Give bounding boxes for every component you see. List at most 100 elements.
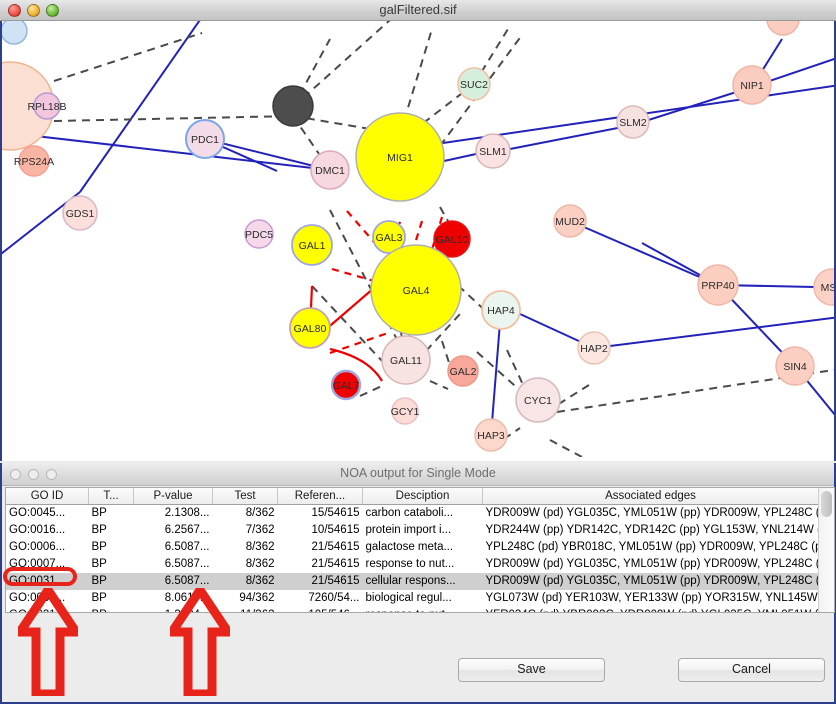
node-HAP3[interactable]	[474, 418, 508, 452]
dialog-title: NOA output for Single Mode	[340, 466, 496, 480]
cell-type: BP	[89, 607, 134, 612]
cell-p-value: 1.3324...	[134, 607, 213, 612]
cell-reference: 105/546...	[278, 607, 363, 612]
node-SIN4[interactable]	[775, 346, 815, 386]
node-RPS24A[interactable]	[18, 145, 50, 177]
cell-p-value: 6.2567...	[164, 524, 210, 536]
node-GAL10[interactable]	[433, 220, 471, 258]
network-graph[interactable]: RPL18B RPS24A GDS1 PDC1 PDC5 DMC1 MIG1 S…	[2, 21, 834, 457]
cell-description: biological regul...	[365, 592, 452, 604]
noa-results-table[interactable]: GO ID T... P-value Test Referen... Desci…	[6, 488, 818, 612]
node-GAL2[interactable]	[447, 355, 479, 387]
node-HAP2[interactable]	[577, 331, 611, 365]
cell-type: BP	[91, 507, 107, 519]
cell-description: carbon cataboli...	[365, 507, 454, 519]
cell-description: response to nut...	[365, 558, 455, 570]
column-header-p-value[interactable]: P-value	[133, 488, 213, 505]
network-canvas[interactable]: RPL18B RPS24A GDS1 PDC1 PDC5 DMC1 MIG1 S…	[0, 21, 836, 461]
dialog-minimize-button[interactable]	[28, 469, 39, 480]
node-MIG1[interactable]	[355, 112, 445, 202]
cell-edges: YDR009W (pd) YGL035C, YML051W (pp) YDR00…	[482, 573, 818, 590]
cell-go-id: GO:0006...	[9, 541, 66, 553]
results-table-container[interactable]: GO ID T... P-value Test Referen... Desci…	[5, 487, 835, 613]
node-partial-topleft[interactable]	[2, 21, 28, 45]
node-MSI[interactable]	[813, 268, 834, 306]
table-row[interactable]: GO:0006... BP 6.5087... 8/362 21/54615 g…	[6, 539, 818, 556]
zoom-button[interactable]	[46, 4, 59, 17]
node-GDS1[interactable]	[62, 195, 98, 231]
cell-test: 8/362	[245, 541, 275, 553]
cell-edges: YDR009W (pd) YGL035C, YML051W (pp) YDR00…	[485, 558, 819, 570]
node-MUD2[interactable]	[553, 204, 587, 238]
cell-test: 11/362	[213, 607, 278, 612]
cell-test: 7/362	[245, 524, 275, 536]
node-GAL4[interactable]	[370, 244, 462, 336]
node-RPL18B[interactable]	[33, 92, 61, 120]
table-row[interactable]: GO:0031... BP 1.3324... 11/362 105/546..…	[6, 607, 818, 612]
column-header-reference[interactable]: Referen...	[277, 488, 363, 505]
dialog-zoom-button[interactable]	[46, 469, 57, 480]
node-HAP4[interactable]	[481, 290, 521, 330]
cell-edges: YFR034C (pd) YBR093C, YDR009W (pd) YGL03…	[483, 607, 819, 612]
window-traffic-lights	[8, 4, 59, 17]
cell-type: BP	[91, 541, 107, 553]
node-PDC5[interactable]	[244, 219, 274, 249]
node-GAL80[interactable]	[289, 307, 331, 349]
node-NIP1[interactable]	[732, 65, 772, 105]
cell-go-id: GO:0007...	[9, 558, 66, 570]
cell-reference: 21/54615	[311, 558, 360, 570]
cell-description: cellular respons...	[362, 573, 483, 590]
cell-edges: YDR244W (pp) YDR142C, YDR142C (pp) YGL15…	[485, 524, 819, 536]
table-scroll-region[interactable]: GO ID T... P-value Test Referen... Desci…	[6, 488, 818, 612]
scrollbar-thumb[interactable]	[821, 491, 832, 517]
save-button[interactable]: Save	[458, 658, 605, 682]
column-header-test[interactable]: Test	[212, 488, 278, 505]
cell-description: protein import i...	[365, 524, 452, 536]
cell-p-value: 6.5087...	[164, 541, 210, 553]
node-PDC1[interactable]	[185, 119, 225, 159]
dialog-titlebar: NOA output for Single Mode	[2, 463, 834, 486]
cell-test: 8/362	[245, 507, 275, 519]
cell-reference: 21/54615	[277, 573, 363, 590]
column-header-associated-edges[interactable]: Associated edges	[482, 488, 818, 505]
minimize-button[interactable]	[27, 4, 40, 17]
node-unlabeled-gray[interactable]	[272, 85, 314, 127]
cell-p-value: 6.5087...	[133, 573, 213, 590]
table-row[interactable]: GO:0065... BP 8.0614... 94/362 7260/54..…	[6, 590, 818, 607]
close-button[interactable]	[8, 4, 21, 17]
table-vertical-scrollbar[interactable]	[818, 488, 834, 612]
cell-reference: 10/54615	[311, 524, 360, 536]
table-row[interactable]: GO:0045... BP 2.1308... 8/362 15/54615 c…	[6, 505, 818, 523]
cell-reference: 7260/54...	[308, 592, 360, 604]
nodes-layer[interactable]	[2, 21, 834, 452]
cell-p-value: 8.0614...	[164, 592, 210, 604]
cell-reference: 15/54615	[311, 507, 360, 519]
table-row-selected[interactable]: GO:0031... BP 6.5087... 8/362 21/54615 c…	[6, 573, 818, 590]
node-partial-top[interactable]	[766, 21, 800, 36]
cell-test: 8/362	[245, 558, 275, 570]
cancel-button[interactable]: Cancel	[678, 658, 825, 682]
node-GAL1[interactable]	[291, 224, 333, 266]
cell-description: galactose meta...	[365, 541, 454, 553]
cell-type: BP	[91, 558, 107, 570]
node-SUC2[interactable]	[457, 67, 491, 101]
node-GAL3[interactable]	[372, 220, 406, 254]
node-PRP40[interactable]	[697, 264, 739, 306]
node-GAL11[interactable]	[381, 335, 431, 385]
table-row[interactable]: GO:0016... BP 6.2567... 7/362 10/54615 p…	[6, 522, 818, 539]
edges-layer	[2, 21, 834, 457]
column-header-go-id[interactable]: GO ID	[6, 488, 89, 505]
dialog-close-button[interactable]	[10, 469, 21, 480]
node-DMC1[interactable]	[310, 150, 350, 190]
node-SLM1[interactable]	[475, 133, 511, 169]
node-CYC1[interactable]	[515, 377, 561, 423]
table-row[interactable]: GO:0007... BP 6.5087... 8/362 21/54615 r…	[6, 556, 818, 573]
main-titlebar: galFiltered.sif	[0, 0, 836, 21]
column-header-description[interactable]: Desciption	[362, 488, 483, 505]
cell-type: BP	[91, 592, 107, 604]
column-header-type[interactable]: T...	[88, 488, 134, 505]
node-SLM2[interactable]	[616, 105, 650, 139]
node-GAL7[interactable]	[330, 369, 362, 401]
cell-edges: YPL248C (pd) YBR018C, YML051W (pp) YDR00…	[485, 541, 819, 553]
node-GCY1[interactable]	[391, 397, 419, 425]
